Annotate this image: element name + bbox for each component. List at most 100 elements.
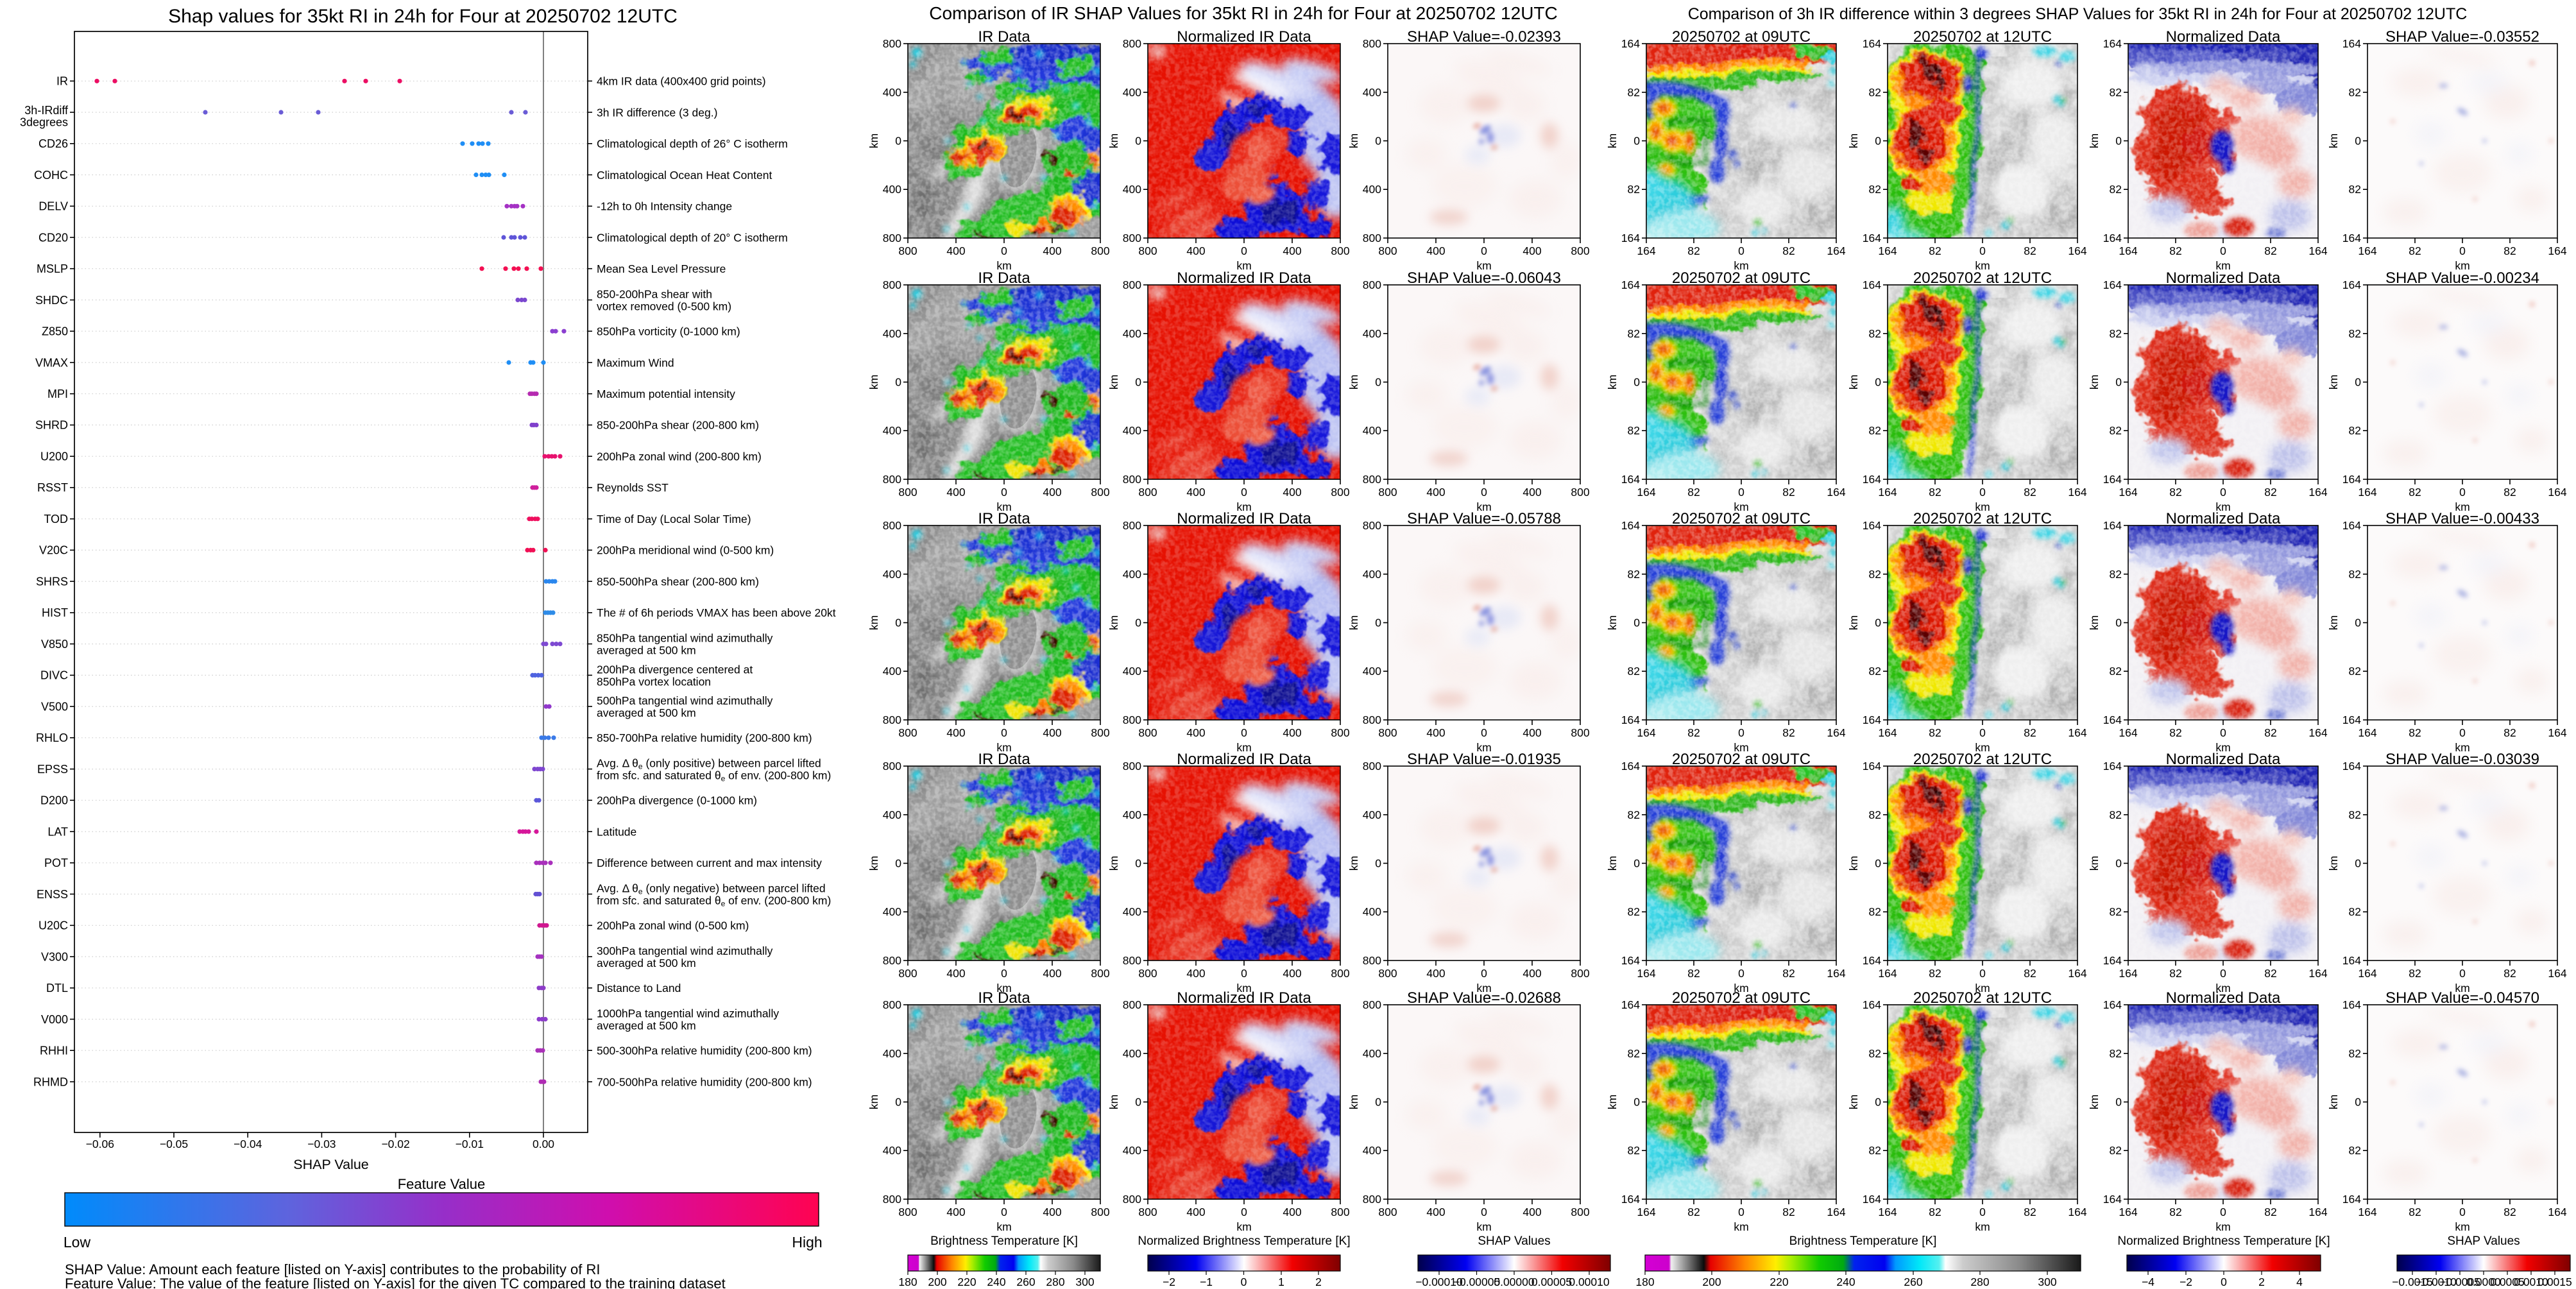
svg-text:averaged at 500 km: averaged at 500 km xyxy=(597,1020,696,1032)
svg-text:0: 0 xyxy=(1481,486,1487,499)
svg-text:km: km xyxy=(1847,133,1860,148)
svg-text:0: 0 xyxy=(1001,1206,1007,1218)
svg-text:400: 400 xyxy=(1363,86,1381,99)
svg-text:km: km xyxy=(2215,500,2230,513)
svg-text:0: 0 xyxy=(1481,1206,1487,1218)
svg-text:km: km xyxy=(1734,1220,1748,1233)
svg-text:200hPa zonal wind (0-500 km): 200hPa zonal wind (0-500 km) xyxy=(597,919,749,932)
svg-text:0: 0 xyxy=(2220,1206,2226,1218)
svg-text:km: km xyxy=(996,982,1011,994)
svg-text:400: 400 xyxy=(883,183,901,196)
svg-text:0: 0 xyxy=(2115,617,2122,629)
svg-text:V000: V000 xyxy=(41,1013,68,1026)
svg-text:Normalized IR Data: Normalized IR Data xyxy=(1177,510,1311,527)
svg-text:164: 164 xyxy=(1621,713,1640,726)
svg-text:km: km xyxy=(1606,133,1619,148)
svg-text:82: 82 xyxy=(2169,1206,2181,1218)
svg-text:164: 164 xyxy=(2342,1193,2361,1206)
svg-text:164: 164 xyxy=(1863,713,1881,726)
svg-text:0: 0 xyxy=(1375,617,1381,629)
svg-text:km: km xyxy=(1107,615,1120,630)
svg-text:0: 0 xyxy=(1135,376,1141,389)
svg-text:−1: −1 xyxy=(1200,1276,1213,1288)
svg-text:D200: D200 xyxy=(40,794,68,807)
svg-text:82: 82 xyxy=(1869,327,1881,340)
svg-text:-12h to 0h Intensity change: -12h to 0h Intensity change xyxy=(597,200,732,213)
svg-text:82: 82 xyxy=(2409,967,2421,980)
svg-text:SHDC: SHDC xyxy=(35,294,68,307)
svg-text:82: 82 xyxy=(2110,905,2122,918)
svg-text:400: 400 xyxy=(946,244,965,257)
svg-text:20250702 at 12UTC: 20250702 at 12UTC xyxy=(1913,751,2052,768)
svg-text:400: 400 xyxy=(1043,1206,1061,1218)
svg-text:0: 0 xyxy=(2459,1206,2466,1218)
svg-text:164: 164 xyxy=(1863,954,1881,967)
svg-text:−0.0015: −0.0015 xyxy=(2392,1276,2433,1288)
svg-text:800: 800 xyxy=(898,486,917,499)
svg-text:164: 164 xyxy=(2342,232,2361,244)
svg-text:400: 400 xyxy=(1123,327,1141,340)
svg-text:−2: −2 xyxy=(1163,1276,1175,1288)
svg-text:400: 400 xyxy=(1123,808,1141,821)
svg-text:500hPa tangential wind azimuth: 500hPa tangential wind azimuthally xyxy=(597,694,773,707)
svg-text:IR Data: IR Data xyxy=(978,751,1030,768)
svg-text:164: 164 xyxy=(1878,486,1897,499)
svg-text:km: km xyxy=(1347,856,1360,871)
svg-text:82: 82 xyxy=(2024,244,2036,257)
svg-text:0: 0 xyxy=(1375,1096,1381,1109)
svg-text:400: 400 xyxy=(1043,967,1061,980)
svg-text:Maximum potential intensity: Maximum potential intensity xyxy=(597,388,735,400)
svg-text:−4: −4 xyxy=(2142,1276,2154,1288)
svg-text:400: 400 xyxy=(946,726,965,739)
svg-text:km: km xyxy=(1476,741,1491,754)
svg-text:800: 800 xyxy=(1363,37,1381,50)
svg-text:164: 164 xyxy=(1621,473,1640,486)
svg-text:82: 82 xyxy=(2349,1047,2361,1060)
svg-text:from sfc. and saturated θe of: from sfc. and saturated θe of env. (200-… xyxy=(597,894,831,909)
svg-text:164: 164 xyxy=(2358,967,2376,980)
svg-text:400: 400 xyxy=(1123,183,1141,196)
svg-text:82: 82 xyxy=(1782,967,1795,980)
svg-text:164: 164 xyxy=(2342,278,2361,291)
svg-text:82: 82 xyxy=(2024,726,2036,739)
svg-text:0: 0 xyxy=(1979,967,1986,980)
svg-text:82: 82 xyxy=(2349,86,2361,99)
svg-text:82: 82 xyxy=(2110,665,2122,678)
svg-text:Climatological depth of 26° C: Climatological depth of 26° C isotherm xyxy=(597,137,788,150)
svg-text:164: 164 xyxy=(2103,278,2122,291)
svg-text:800: 800 xyxy=(1363,998,1381,1011)
svg-text:260: 260 xyxy=(1016,1276,1035,1288)
svg-text:240: 240 xyxy=(987,1276,1005,1288)
svg-text:km: km xyxy=(1975,1220,1990,1233)
svg-text:82: 82 xyxy=(2110,424,2122,437)
svg-text:HIST: HIST xyxy=(42,606,68,619)
svg-text:km: km xyxy=(1236,741,1251,754)
svg-text:V500: V500 xyxy=(41,700,68,713)
svg-text:0: 0 xyxy=(2459,726,2466,739)
svg-text:164: 164 xyxy=(1621,519,1640,532)
svg-text:0.00: 0.00 xyxy=(533,1138,554,1150)
svg-text:km: km xyxy=(1847,1095,1860,1109)
svg-text:0: 0 xyxy=(1135,135,1141,148)
svg-text:DIVC: DIVC xyxy=(40,669,68,682)
svg-text:800: 800 xyxy=(883,519,901,532)
svg-text:km: km xyxy=(1975,500,1990,513)
svg-text:km: km xyxy=(1975,741,1990,754)
svg-text:800: 800 xyxy=(1123,713,1141,726)
svg-text:164: 164 xyxy=(2342,954,2361,967)
svg-text:800: 800 xyxy=(1138,967,1157,980)
svg-text:km: km xyxy=(1734,741,1748,754)
svg-text:82: 82 xyxy=(2503,967,2516,980)
svg-text:400: 400 xyxy=(1186,1206,1205,1218)
svg-text:82: 82 xyxy=(1628,86,1640,99)
svg-text:0: 0 xyxy=(1633,857,1640,870)
svg-text:0: 0 xyxy=(1241,1276,1247,1288)
svg-text:RHMD: RHMD xyxy=(33,1075,68,1088)
svg-text:km: km xyxy=(1476,982,1491,994)
svg-text:0: 0 xyxy=(2355,135,2361,148)
svg-text:400: 400 xyxy=(1426,486,1445,499)
svg-text:km: km xyxy=(1606,856,1619,871)
svg-text:164: 164 xyxy=(1863,998,1881,1011)
svg-text:km: km xyxy=(2455,500,2469,513)
svg-text:4km IR data (400x400 grid poin: 4km IR data (400x400 grid points) xyxy=(597,75,766,88)
